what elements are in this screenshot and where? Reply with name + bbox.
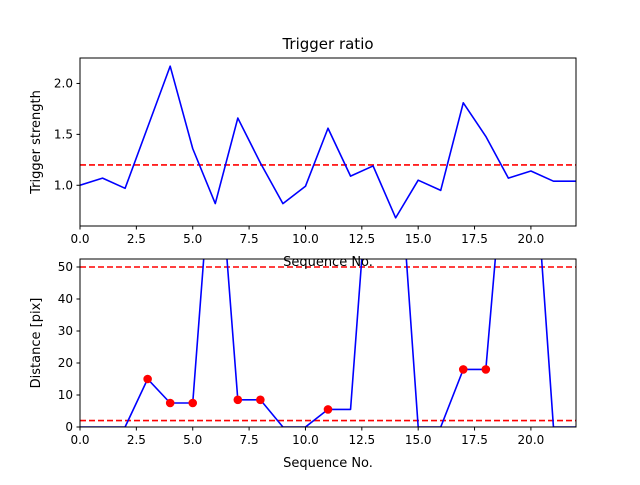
y-tick-label: 1.5 (54, 127, 73, 141)
x-tick-label: 5.0 (183, 433, 202, 447)
y-tick-label: 10 (58, 388, 73, 402)
x-tick-label: 0.0 (70, 232, 89, 246)
x-tick-label: 17.5 (461, 433, 488, 447)
data-point-marker (482, 365, 491, 374)
data-point-marker (234, 396, 243, 405)
x-axis-label-bottom: Sequence No. (283, 456, 373, 471)
y-tick-label: 40 (58, 292, 73, 306)
data-point-marker (459, 365, 468, 374)
x-tick-label: 7.5 (240, 433, 259, 447)
y-axis-label-bottom: Distance [pix] (29, 298, 44, 389)
x-tick-label: 5.0 (183, 232, 202, 246)
y-tick-label: 30 (58, 324, 73, 338)
x-tick-label: 20.0 (518, 433, 545, 447)
x-tick-label: 7.5 (240, 232, 259, 246)
x-tick-label: 15.0 (405, 433, 432, 447)
x-tick-label: 12.5 (348, 433, 375, 447)
data-point-marker (256, 396, 265, 405)
x-tick-label: 20.0 (518, 232, 545, 246)
axes-background-top (80, 58, 576, 226)
data-point-marker (166, 399, 175, 408)
y-tick-label: 0 (65, 420, 73, 434)
x-tick-label: 17.5 (461, 232, 488, 246)
y-tick-label: 1.0 (54, 178, 73, 192)
data-point-marker (324, 405, 333, 414)
y-tick-label: 2.0 (54, 76, 73, 90)
x-axis-label-top: Sequence No. (283, 255, 373, 270)
x-tick-label: 2.5 (127, 433, 146, 447)
y-axis-label-top: Trigger strength (29, 90, 44, 195)
x-tick-label: 15.0 (405, 232, 432, 246)
y-tick-label: 20 (58, 356, 73, 370)
x-tick-label: 12.5 (348, 232, 375, 246)
chart-title: Trigger ratio (281, 35, 373, 53)
x-tick-label: 10.0 (292, 433, 319, 447)
data-point-marker (143, 375, 152, 384)
data-point-marker (188, 399, 197, 408)
x-tick-label: 10.0 (292, 232, 319, 246)
x-tick-label: 2.5 (127, 232, 146, 246)
axes-background-bottom (80, 259, 576, 427)
y-tick-label: 50 (58, 260, 73, 274)
x-tick-label: 0.0 (70, 433, 89, 447)
